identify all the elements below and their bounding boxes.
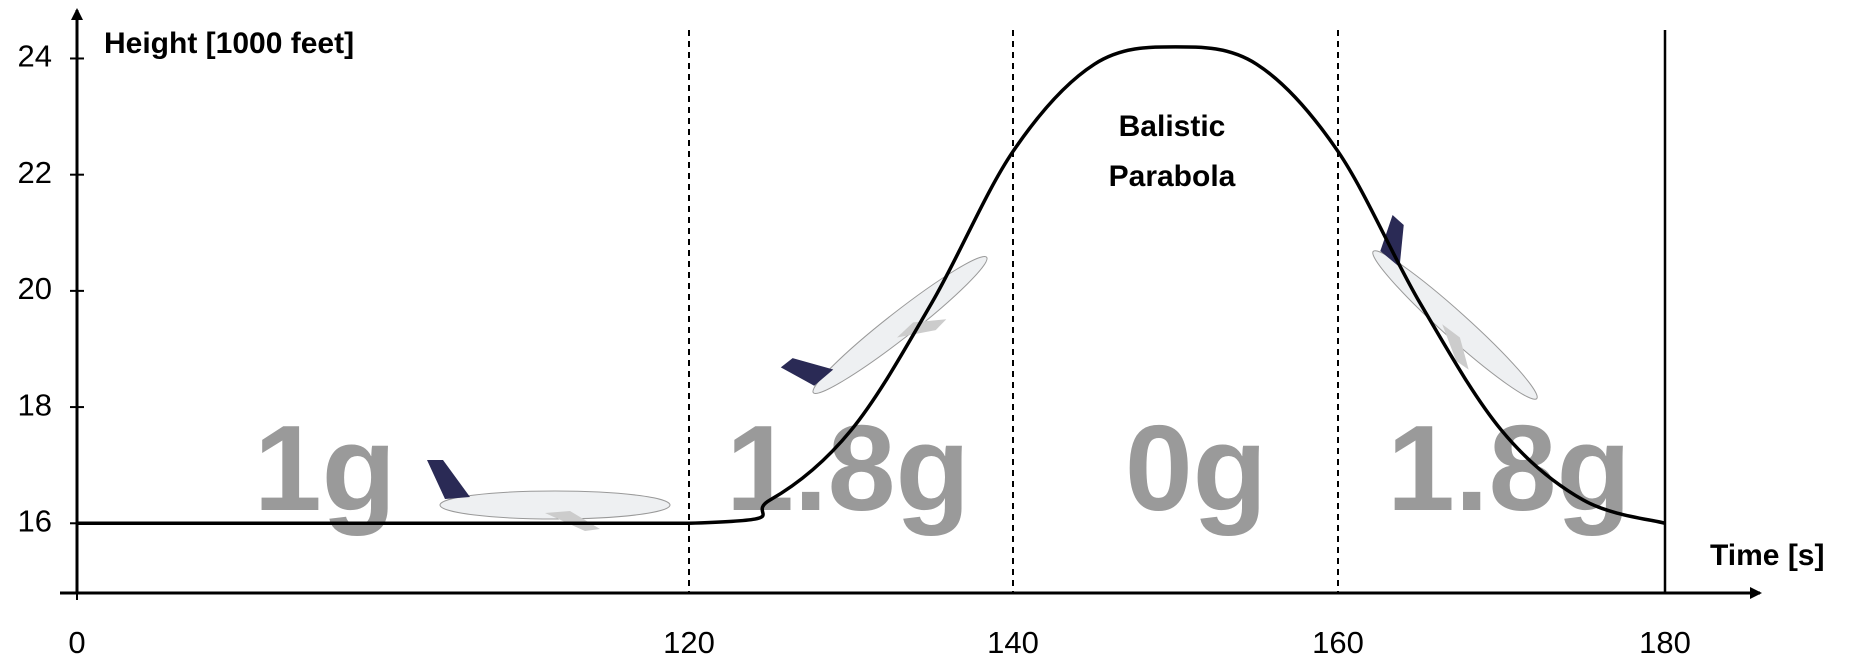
x-tick-label: 140 [987, 625, 1039, 660]
y-axis-label: Height [1000 feet] [104, 27, 354, 60]
plane [1372, 214, 1538, 400]
phase-label: 1.8g [1387, 400, 1631, 536]
x-tick-label: 160 [1312, 625, 1364, 660]
phase-label: 1.8g [726, 400, 970, 536]
phase-label: 1g [254, 400, 396, 536]
x-tick-label: 180 [1639, 625, 1691, 660]
y-tick-label: 16 [18, 503, 52, 538]
y-tick-label: 24 [18, 39, 52, 74]
plane [780, 256, 988, 394]
phase-label: 0g [1125, 400, 1267, 536]
phase-labels: 1g 1.8g 0g 1.8g [254, 400, 1631, 536]
x-tick-label: 0 [68, 625, 85, 660]
flight-curve [77, 45, 1666, 526]
annotation: Parabola [1109, 160, 1236, 193]
y-tick-label: 18 [18, 387, 52, 422]
annotation: Balistic [1119, 110, 1226, 143]
y-tick-label: 20 [18, 271, 52, 306]
x-tick-label: 120 [663, 625, 715, 660]
x-axis-label: Time [s] [1710, 539, 1824, 572]
y-tick-label: 22 [18, 155, 52, 190]
plane [427, 460, 671, 531]
